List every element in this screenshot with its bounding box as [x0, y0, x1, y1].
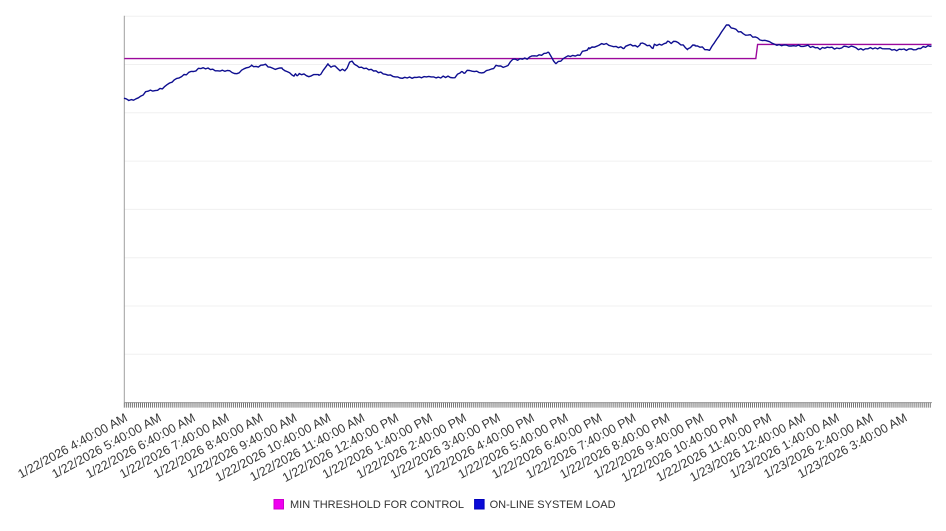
svg-text:MIN THRESHOLD FOR CONTROL: MIN THRESHOLD FOR CONTROL [290, 499, 464, 511]
svg-text:ON-LINE SYSTEM LOAD: ON-LINE SYSTEM LOAD [490, 499, 616, 511]
